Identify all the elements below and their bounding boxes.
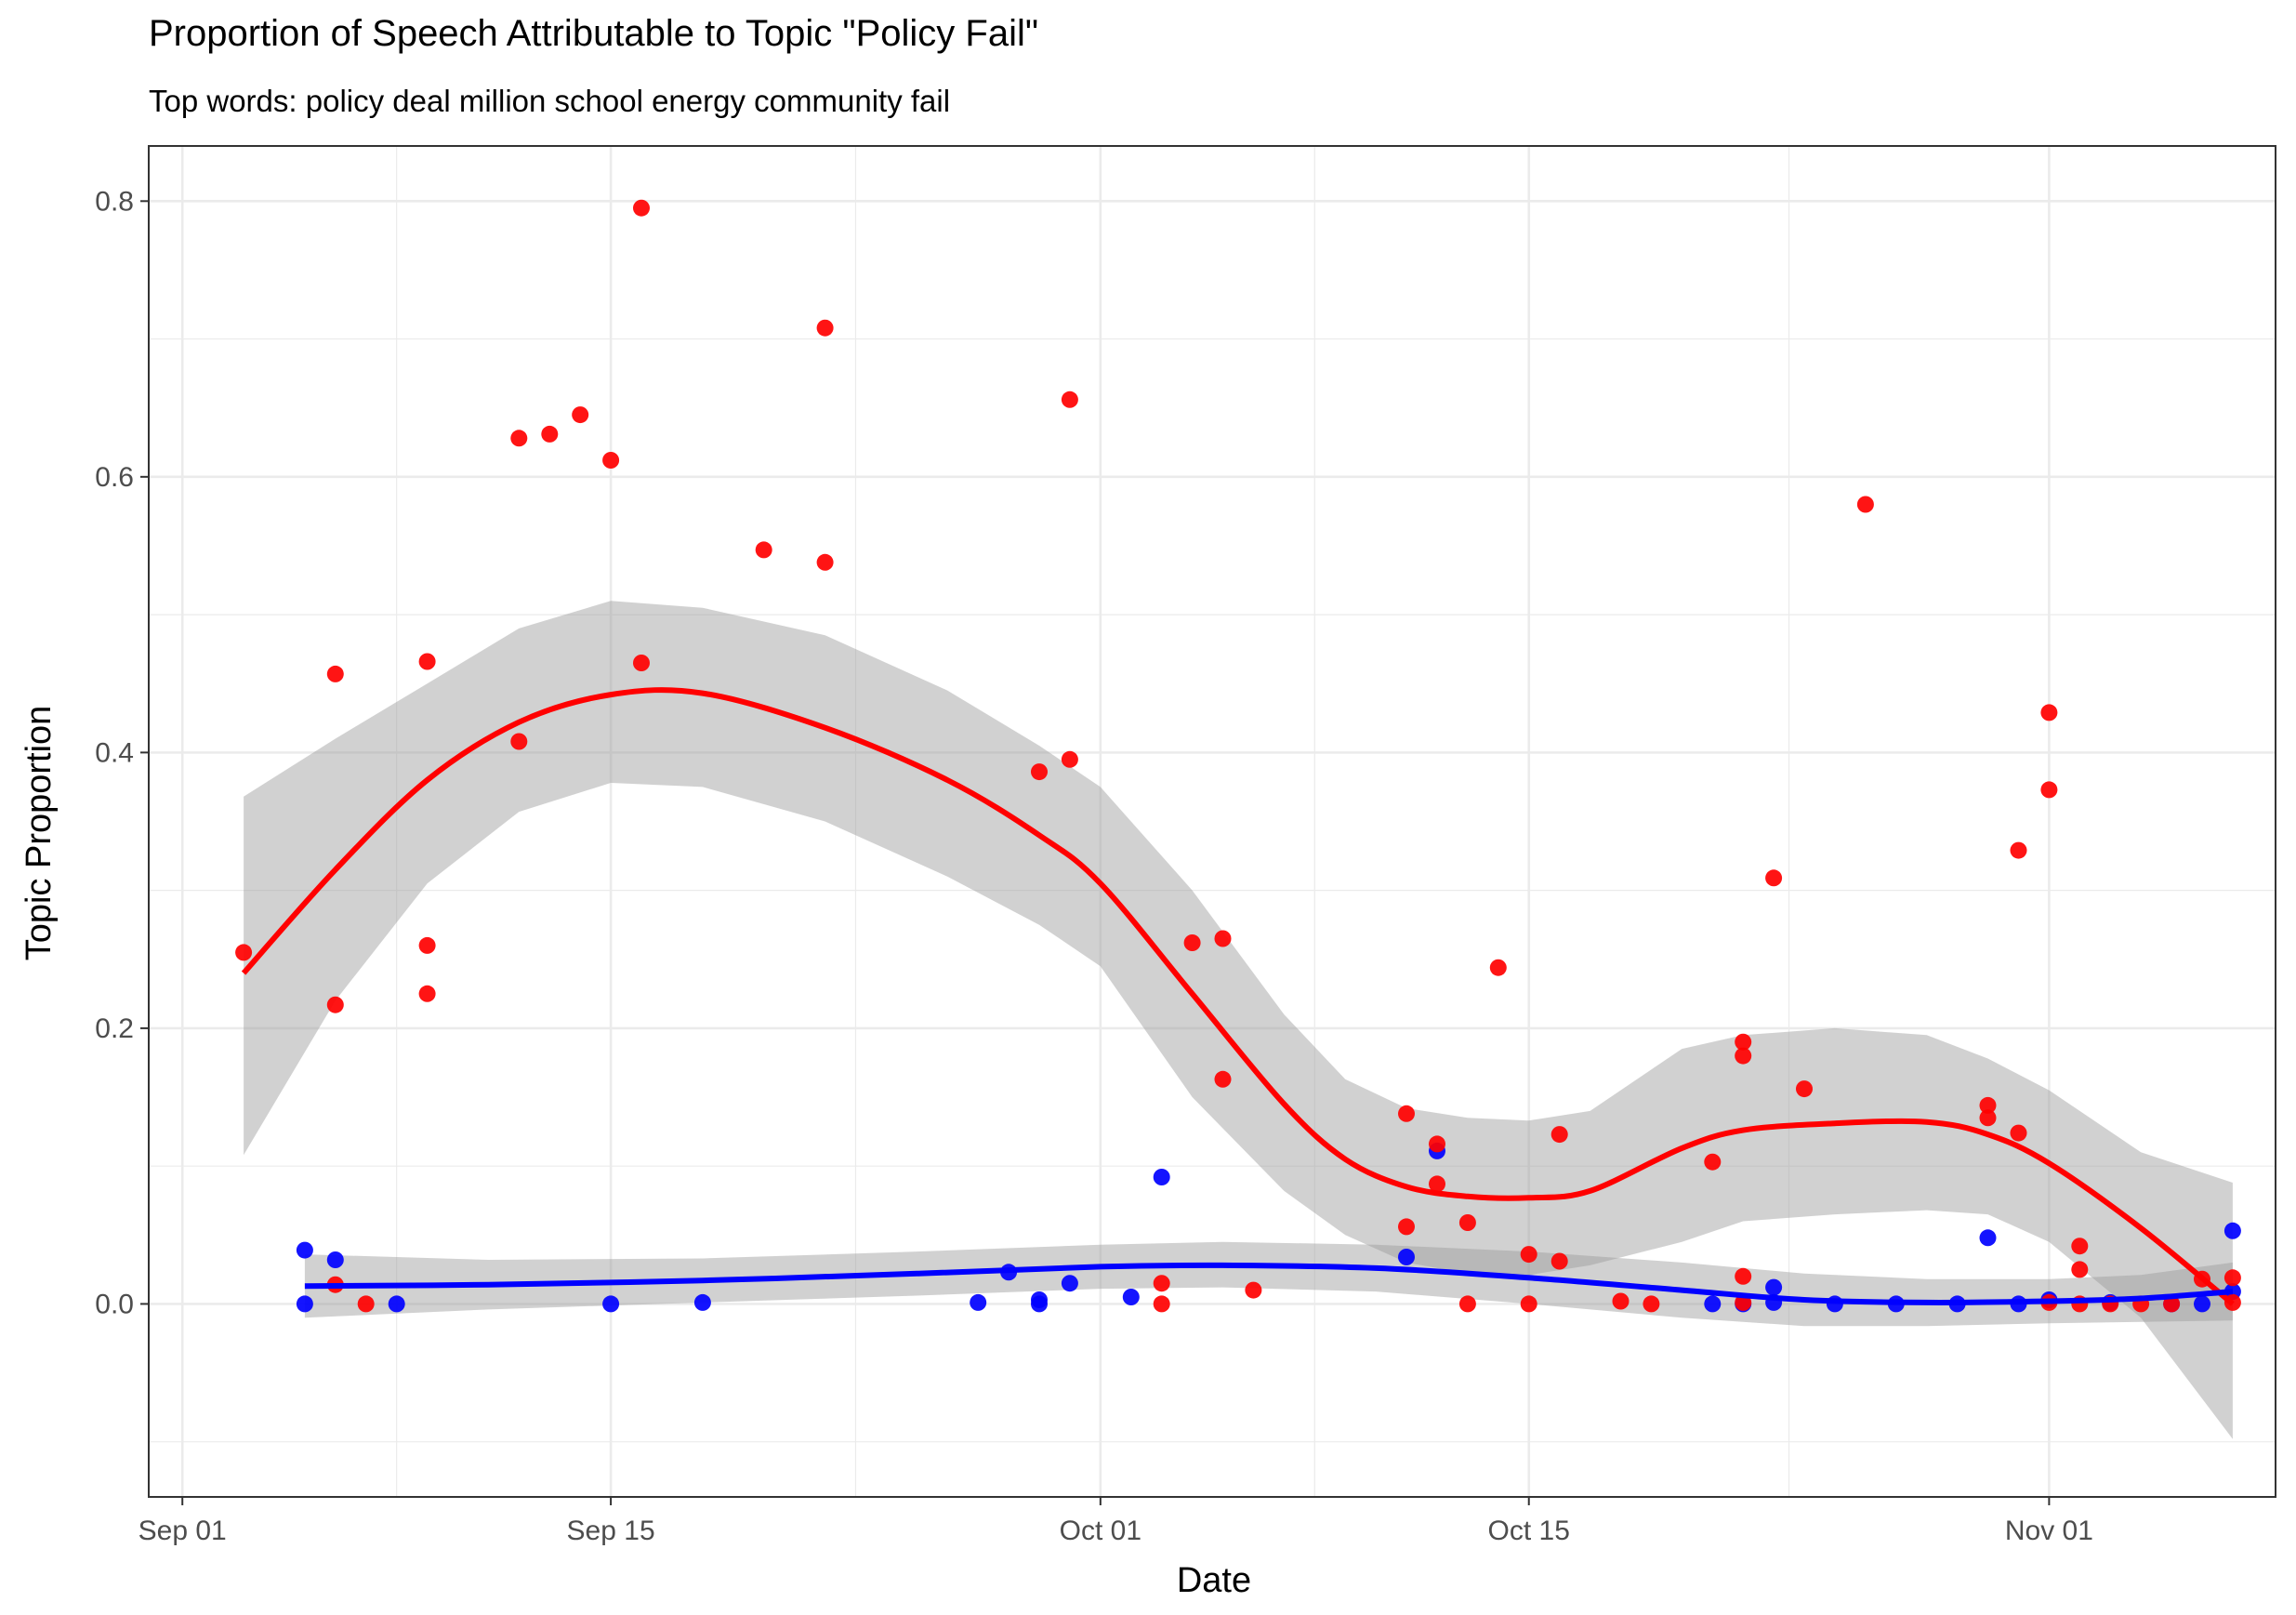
red-data-point bbox=[816, 553, 834, 571]
y-tick-label: 0.4 bbox=[95, 737, 134, 768]
red-data-point bbox=[2040, 704, 2058, 721]
blue-data-point bbox=[693, 1293, 711, 1311]
red-data-point bbox=[2010, 841, 2027, 859]
x-tick-label: Sep 15 bbox=[567, 1516, 655, 1546]
red-data-point bbox=[2071, 1261, 2089, 1278]
red-data-point bbox=[235, 944, 253, 961]
red-data-point bbox=[418, 985, 436, 1002]
red-data-point bbox=[816, 319, 834, 337]
blue-data-point bbox=[1979, 1229, 1997, 1247]
red-smooth-line bbox=[241, 687, 2235, 1306]
blue-data-point bbox=[1153, 1169, 1170, 1185]
data-points bbox=[235, 199, 2241, 1313]
red-data-point bbox=[418, 936, 436, 954]
red-data-point bbox=[1153, 1295, 1170, 1313]
red-data-point bbox=[1765, 869, 1783, 887]
red-data-point bbox=[1489, 959, 1507, 976]
red-data-point bbox=[2040, 781, 2058, 799]
red-data-point bbox=[1429, 1135, 1445, 1153]
red-data-point bbox=[1061, 391, 1078, 408]
y-tick-label: 0.2 bbox=[95, 1013, 134, 1044]
red-data-point bbox=[510, 430, 528, 447]
panel-border bbox=[148, 145, 2276, 1498]
red-data-point bbox=[418, 653, 436, 670]
blue-data-point bbox=[2223, 1222, 2241, 1239]
red-data-point bbox=[1429, 1175, 1445, 1193]
red-data-point bbox=[1214, 930, 1232, 947]
red-data-point bbox=[1735, 1267, 1752, 1285]
red-data-point bbox=[572, 406, 589, 424]
red-data-point bbox=[1061, 750, 1078, 768]
red-data-point bbox=[1183, 934, 1201, 951]
y-tick-label: 0.8 bbox=[95, 186, 134, 217]
blue-data-point bbox=[388, 1295, 405, 1313]
red-data-point bbox=[2163, 1295, 2181, 1313]
smooth-lines bbox=[241, 687, 2235, 1306]
red-data-point bbox=[1735, 1033, 1752, 1051]
red-data-point bbox=[633, 199, 650, 217]
red-data-point bbox=[357, 1295, 375, 1313]
red-data-point bbox=[1245, 1281, 1262, 1299]
red-data-point bbox=[1796, 1080, 1813, 1098]
blue-data-point bbox=[296, 1241, 313, 1259]
red-data-point bbox=[1735, 1047, 1752, 1065]
panel-background bbox=[149, 146, 2276, 1497]
blue-data-point bbox=[1061, 1275, 1078, 1292]
y-axis-title: Topic Proportion bbox=[20, 706, 59, 961]
red-data-point bbox=[1979, 1109, 1997, 1127]
red-data-point bbox=[1398, 1105, 1415, 1122]
red-data-point bbox=[1520, 1246, 1537, 1264]
red-data-point bbox=[2223, 1269, 2241, 1287]
chart-title: Proportion of Speech Attributable to Top… bbox=[149, 13, 1039, 54]
axis-layer: 0.0 0.2 0.4 0.6 0.8 Sep 01 Sep 15 Oct 01 Oct 15 N… bbox=[95, 186, 2093, 1546]
red-data-point bbox=[1520, 1295, 1537, 1313]
red-data-point bbox=[1856, 496, 1874, 513]
red-data-point bbox=[1458, 1295, 1476, 1313]
blue-data-point bbox=[2194, 1295, 2210, 1313]
blue-data-point bbox=[1704, 1295, 1722, 1313]
y-tick-label: 0.6 bbox=[95, 462, 134, 493]
x-axis-title: Date bbox=[1177, 1561, 1251, 1600]
red-data-point bbox=[326, 665, 344, 682]
grid-layer bbox=[149, 146, 2276, 1497]
red-data-point bbox=[1031, 763, 1048, 781]
red-data-point bbox=[541, 425, 559, 443]
blue-data-point bbox=[1765, 1278, 1783, 1296]
x-tick-label: Sep 01 bbox=[139, 1516, 227, 1546]
chart-subtitle: Top words: policy deal million school en… bbox=[149, 84, 951, 118]
red-data-point bbox=[1550, 1252, 1568, 1270]
red-data-point bbox=[2010, 1124, 2027, 1142]
x-tick-label: Oct 01 bbox=[1060, 1516, 1141, 1546]
red-confidence-band bbox=[244, 601, 2233, 1439]
red-data-point bbox=[602, 452, 620, 469]
red-data-point bbox=[1979, 1096, 1997, 1114]
blue-data-point bbox=[1031, 1295, 1048, 1313]
y-tick-label: 0.0 bbox=[95, 1289, 134, 1319]
red-data-point bbox=[1704, 1153, 1722, 1171]
red-data-point bbox=[326, 996, 344, 1013]
red-data-point bbox=[1398, 1218, 1415, 1236]
blue-data-point bbox=[296, 1295, 313, 1313]
blue-smooth-line bbox=[304, 1262, 2234, 1305]
x-tick-label: Oct 15 bbox=[1488, 1516, 1570, 1546]
red-data-point bbox=[1612, 1292, 1630, 1310]
blue-data-point bbox=[602, 1295, 620, 1313]
red-data-point bbox=[1214, 1070, 1232, 1088]
red-data-point bbox=[2071, 1238, 2089, 1255]
red-data-point bbox=[510, 733, 528, 750]
red-data-point bbox=[1153, 1275, 1170, 1292]
blue-data-point bbox=[1398, 1249, 1415, 1265]
blue-data-point bbox=[970, 1293, 987, 1311]
x-tick-label: Nov 01 bbox=[2005, 1516, 2093, 1546]
red-data-point bbox=[633, 655, 650, 671]
red-data-point bbox=[1643, 1295, 1660, 1313]
red-data-point bbox=[755, 541, 772, 559]
blue-data-point bbox=[326, 1251, 344, 1268]
red-data-point bbox=[1550, 1126, 1568, 1144]
blue-data-point bbox=[1122, 1289, 1140, 1305]
red-data-point bbox=[1458, 1214, 1476, 1231]
